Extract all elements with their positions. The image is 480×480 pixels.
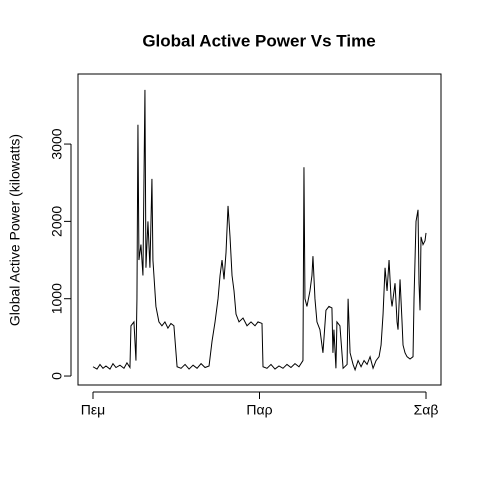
- y-tick-label: 3000: [49, 128, 65, 159]
- x-tick-label: Πεμ: [81, 402, 105, 418]
- y-axis-label: Global Active Power (kilowatts): [7, 134, 23, 326]
- plot-box: [77, 73, 442, 386]
- data-line: [92, 89, 427, 372]
- x-tick-label: Σαβ: [414, 402, 439, 418]
- chart-title: Global Active Power Vs Time: [142, 31, 375, 50]
- x-tick-label: Παρ: [246, 402, 272, 418]
- y-tick-label: 1000: [49, 283, 65, 314]
- y-tick-label: 2000: [49, 206, 65, 237]
- y-tick-label: 0: [49, 372, 65, 380]
